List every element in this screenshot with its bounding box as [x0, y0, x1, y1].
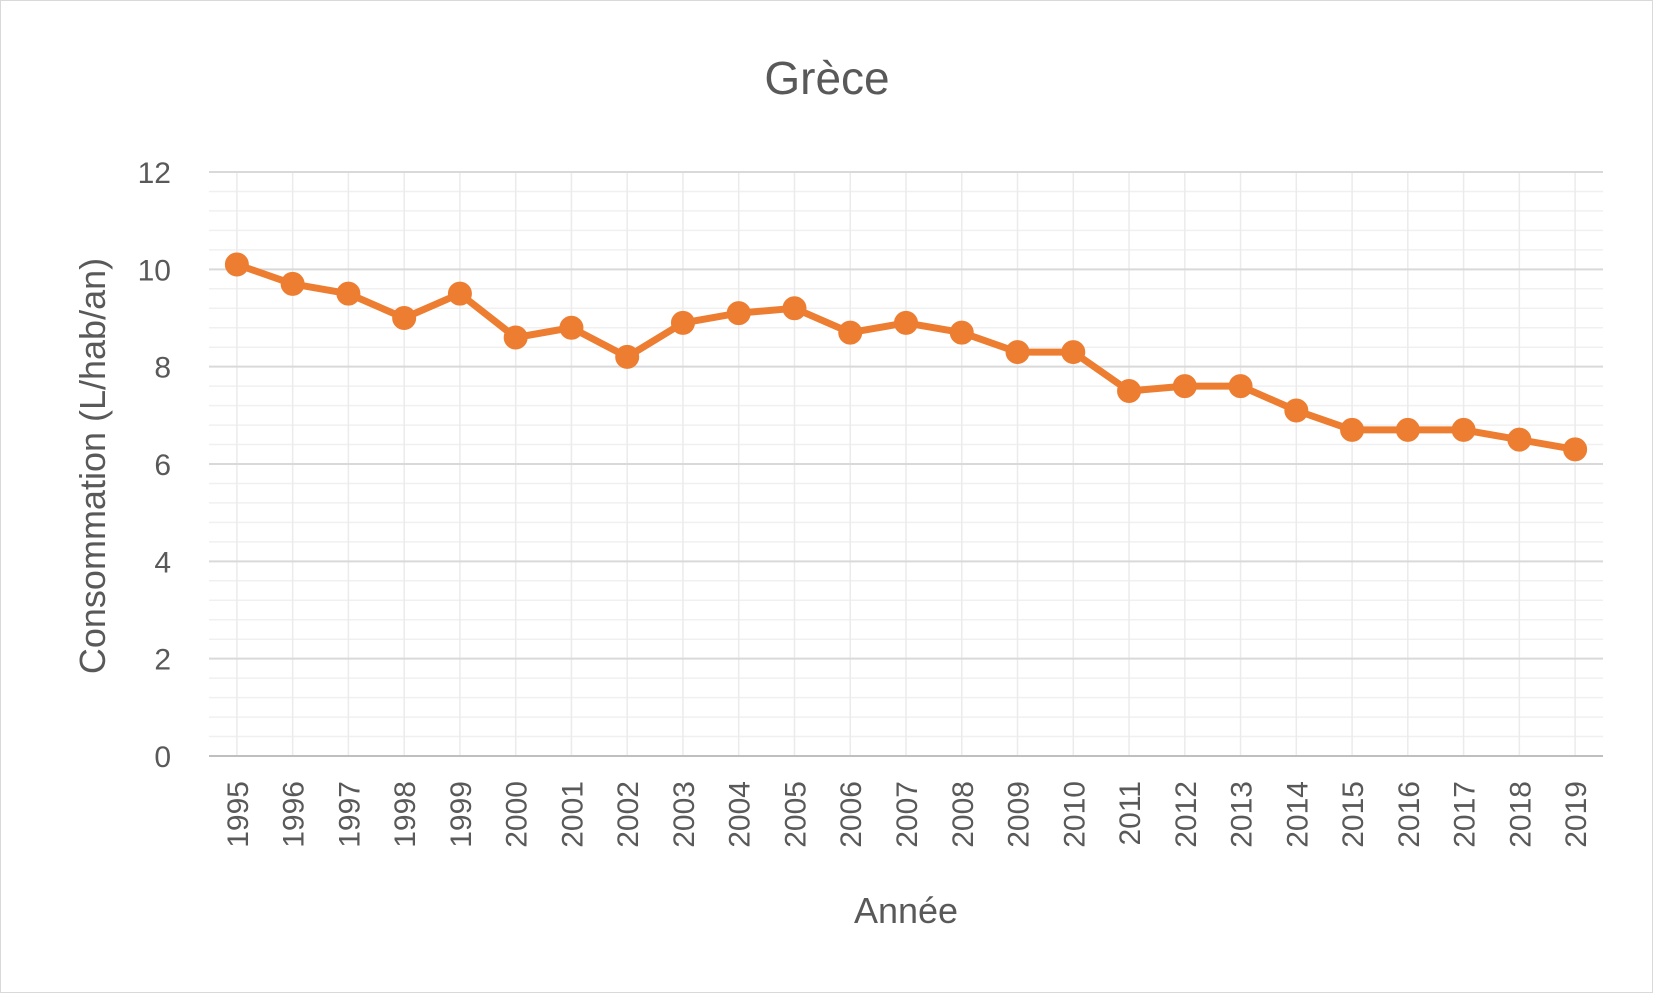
- grid: [209, 171, 1603, 757]
- y-tick-label: 2: [154, 644, 171, 677]
- data-point: [1117, 379, 1142, 403]
- data-point: [1005, 340, 1030, 365]
- x-tick-label: 2006: [835, 781, 868, 848]
- data-point: [224, 252, 249, 277]
- x-tick-label: 2017: [1449, 781, 1482, 848]
- data-point: [838, 320, 863, 345]
- x-tick-label: 2000: [501, 781, 534, 848]
- data-point: [1172, 374, 1197, 399]
- x-tick-label: 1997: [333, 781, 366, 848]
- y-tick-label: 6: [154, 449, 171, 482]
- x-tick-label: 2011: [1114, 781, 1147, 846]
- data-point: [894, 310, 918, 335]
- x-tick-label: 2002: [612, 781, 645, 848]
- x-tick-label: 2009: [1003, 781, 1036, 848]
- y-axis-title: Consommation (L/hab/an): [72, 258, 113, 674]
- x-tick-label: 2018: [1504, 781, 1537, 848]
- x-tick-label: 2015: [1337, 781, 1370, 848]
- x-tick-label: 2003: [668, 781, 701, 848]
- data-point: [559, 315, 584, 340]
- data-point: [1507, 427, 1532, 452]
- y-tick-label: 10: [138, 254, 171, 287]
- data-point: [1563, 437, 1588, 462]
- data-point: [615, 344, 640, 369]
- series-group: [224, 252, 1588, 462]
- data-point: [392, 306, 417, 330]
- data-point: [1340, 417, 1365, 442]
- y-tick-label: 12: [138, 157, 171, 190]
- x-axis-ticks: 1995 1996 1997 1998 1999 2000 2001 2002 2003 2004…: [222, 781, 1593, 848]
- data-point: [1284, 398, 1309, 423]
- y-axis-ticks: 0 2 4 6 8 10 12: [138, 157, 171, 774]
- data-point: [1395, 417, 1420, 442]
- x-tick-label: 2014: [1281, 781, 1314, 848]
- x-tick-label: 2001: [556, 781, 589, 848]
- data-point: [949, 320, 974, 345]
- x-tick-label: 2019: [1560, 781, 1593, 848]
- x-axis-title: Année: [854, 890, 958, 931]
- data-point: [670, 310, 695, 335]
- chart-title: Grèce: [764, 52, 889, 104]
- data-point: [336, 281, 361, 306]
- data-point: [280, 271, 305, 296]
- data-point: [726, 301, 751, 326]
- data-point: [782, 296, 807, 321]
- x-tick-label: 1998: [389, 781, 422, 848]
- x-tick-label: 2005: [779, 781, 812, 848]
- x-tick-label: 2013: [1226, 781, 1259, 848]
- data-point: [1061, 340, 1086, 365]
- y-tick-label: 8: [154, 352, 171, 385]
- x-tick-label: 2008: [947, 781, 980, 848]
- data-point: [503, 325, 528, 350]
- x-tick-label: 1999: [445, 781, 478, 848]
- x-tick-label: 2004: [724, 781, 757, 848]
- x-tick-label: 1995: [222, 781, 255, 848]
- data-point: [447, 281, 472, 306]
- data-point: [1228, 374, 1253, 399]
- x-tick-label: 1996: [278, 781, 311, 848]
- y-tick-label: 0: [154, 741, 171, 774]
- y-tick-label: 4: [154, 546, 171, 579]
- x-tick-label: 2010: [1058, 781, 1091, 848]
- data-point: [1451, 417, 1476, 442]
- x-tick-label: 2007: [891, 781, 924, 848]
- x-tick-label: 2012: [1170, 781, 1203, 848]
- x-tick-label: 2016: [1393, 781, 1426, 848]
